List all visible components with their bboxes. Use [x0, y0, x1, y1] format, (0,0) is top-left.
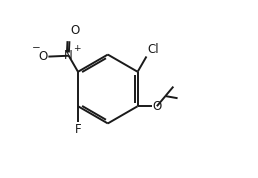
Text: +: + — [72, 44, 80, 53]
Text: N: N — [64, 49, 73, 62]
Text: O: O — [70, 24, 79, 37]
Text: O: O — [153, 100, 162, 113]
Text: O: O — [38, 50, 48, 63]
Text: F: F — [75, 123, 81, 136]
Text: Cl: Cl — [147, 43, 159, 56]
Text: −: − — [32, 43, 41, 53]
